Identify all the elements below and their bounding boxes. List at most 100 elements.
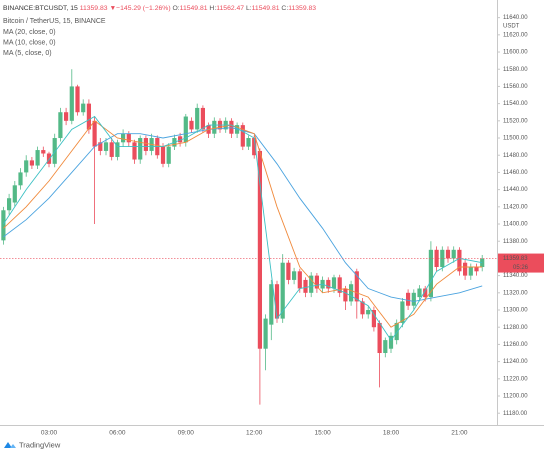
candle-body — [480, 258, 485, 268]
y-tick-label: 11300.00 — [503, 308, 528, 314]
candle-body — [246, 138, 251, 147]
candle-body — [121, 133, 126, 143]
y-tick-label: 11280.00 — [503, 325, 528, 331]
candle-body — [428, 249, 433, 298]
brand-name: TradingView — [19, 440, 61, 449]
y-tick-label: 11580.00 — [503, 67, 528, 73]
candle-body — [64, 112, 69, 121]
candle-body — [240, 125, 245, 147]
candle-body — [354, 271, 359, 302]
candle-body — [35, 150, 40, 166]
y-tick-label: 11640.00 — [503, 15, 528, 21]
plot-area — [1, 69, 485, 405]
change: ▼−145.29 (−1.26%) — [109, 5, 170, 12]
candle-body — [309, 275, 314, 293]
candle-body — [189, 120, 194, 130]
candle-body — [457, 249, 462, 272]
legend-entry: MA (5, close, 0) — [3, 50, 52, 57]
candle-body — [29, 160, 34, 166]
candle-body — [303, 279, 308, 293]
x-tick-label: 15:00 — [314, 430, 331, 437]
candle-body — [166, 146, 171, 164]
candle-body — [360, 301, 365, 315]
candle-body — [212, 120, 217, 134]
y-tick-label: 11200.00 — [503, 394, 528, 400]
y-tick-label: 11380.00 — [503, 239, 528, 245]
y-tick-label: 11460.00 — [503, 170, 528, 176]
candle-body — [394, 322, 399, 341]
candle-body — [337, 277, 342, 293]
candle-body — [468, 267, 473, 276]
candle-body — [411, 292, 416, 306]
candle-body — [463, 262, 468, 276]
x-tick-label: 21:00 — [451, 430, 468, 437]
low-label: L: — [246, 5, 252, 12]
y-unit: USDT — [503, 24, 520, 30]
countdown-label: 05:26 — [513, 265, 529, 271]
candle-body — [132, 142, 137, 160]
symbol: BINANCE:BTCUSDT, 15 — [3, 5, 78, 12]
brand-icon — [10, 444, 16, 448]
brand-logo: TradingView — [4, 440, 61, 449]
candle-body — [1, 210, 6, 241]
candle-body — [138, 138, 143, 160]
y-tick-label: 11480.00 — [503, 153, 528, 159]
candle-body — [92, 120, 97, 147]
y-tick-label: 11260.00 — [503, 342, 528, 348]
candle-body — [126, 133, 131, 143]
open-value: 11549.81 — [180, 5, 208, 12]
high-value: 11562.47 — [216, 5, 244, 12]
candle-body — [200, 107, 205, 130]
candle-body — [75, 86, 80, 113]
candle-body — [160, 146, 166, 164]
last-price: 11359.83 — [80, 5, 108, 12]
candle-body — [12, 185, 17, 203]
candle-body — [115, 142, 120, 157]
candle-body — [423, 288, 428, 298]
ma-line — [3, 127, 483, 302]
candle-body — [343, 288, 348, 302]
legend-entry: MA (20, close, 0) — [3, 29, 56, 36]
candle-body — [46, 153, 52, 164]
candle-body — [349, 284, 354, 302]
candle-body — [377, 322, 382, 354]
candle-body — [7, 198, 12, 211]
y-tick-label: 11600.00 — [503, 50, 528, 56]
y-tick-label: 11520.00 — [503, 118, 528, 124]
y-tick-label: 11500.00 — [503, 136, 528, 142]
y-tick-label: 11540.00 — [503, 101, 528, 107]
header-bar: BINANCE:BTCUSDT, 15 11359.83 ▼−145.29 (−… — [3, 5, 316, 12]
candle-body — [81, 103, 86, 113]
candle-body — [445, 249, 451, 259]
x-tick-label: 06:00 — [109, 430, 126, 437]
candle-body — [263, 318, 268, 349]
candle-body — [178, 136, 183, 143]
y-tick-label: 11340.00 — [503, 273, 528, 279]
y-tick-label: 11320.00 — [503, 290, 528, 296]
candle-body — [52, 138, 57, 164]
candle-body — [366, 310, 371, 315]
candle-body — [24, 160, 29, 173]
candle-body — [195, 107, 200, 130]
candle-body — [383, 340, 388, 354]
candle-body — [98, 142, 103, 151]
candle-body — [388, 335, 394, 349]
candle-body — [269, 284, 274, 325]
candle-body — [257, 150, 262, 349]
candle-body — [41, 150, 46, 154]
y-tick-label: 11440.00 — [503, 187, 528, 193]
candle-body — [371, 310, 376, 328]
x-tick-label: 03:00 — [41, 430, 58, 437]
candle-body — [406, 292, 411, 306]
y-tick-label: 11560.00 — [503, 84, 528, 90]
legend-entry: MA (10, close, 0) — [3, 39, 56, 46]
candle-body — [58, 112, 63, 139]
ma-line — [3, 120, 483, 328]
candle-body — [326, 279, 331, 289]
open-label: O: — [172, 5, 179, 12]
candle-body — [297, 271, 302, 289]
high-label: H: — [209, 5, 216, 12]
candle-body — [252, 138, 257, 156]
last-price-box — [498, 253, 544, 273]
